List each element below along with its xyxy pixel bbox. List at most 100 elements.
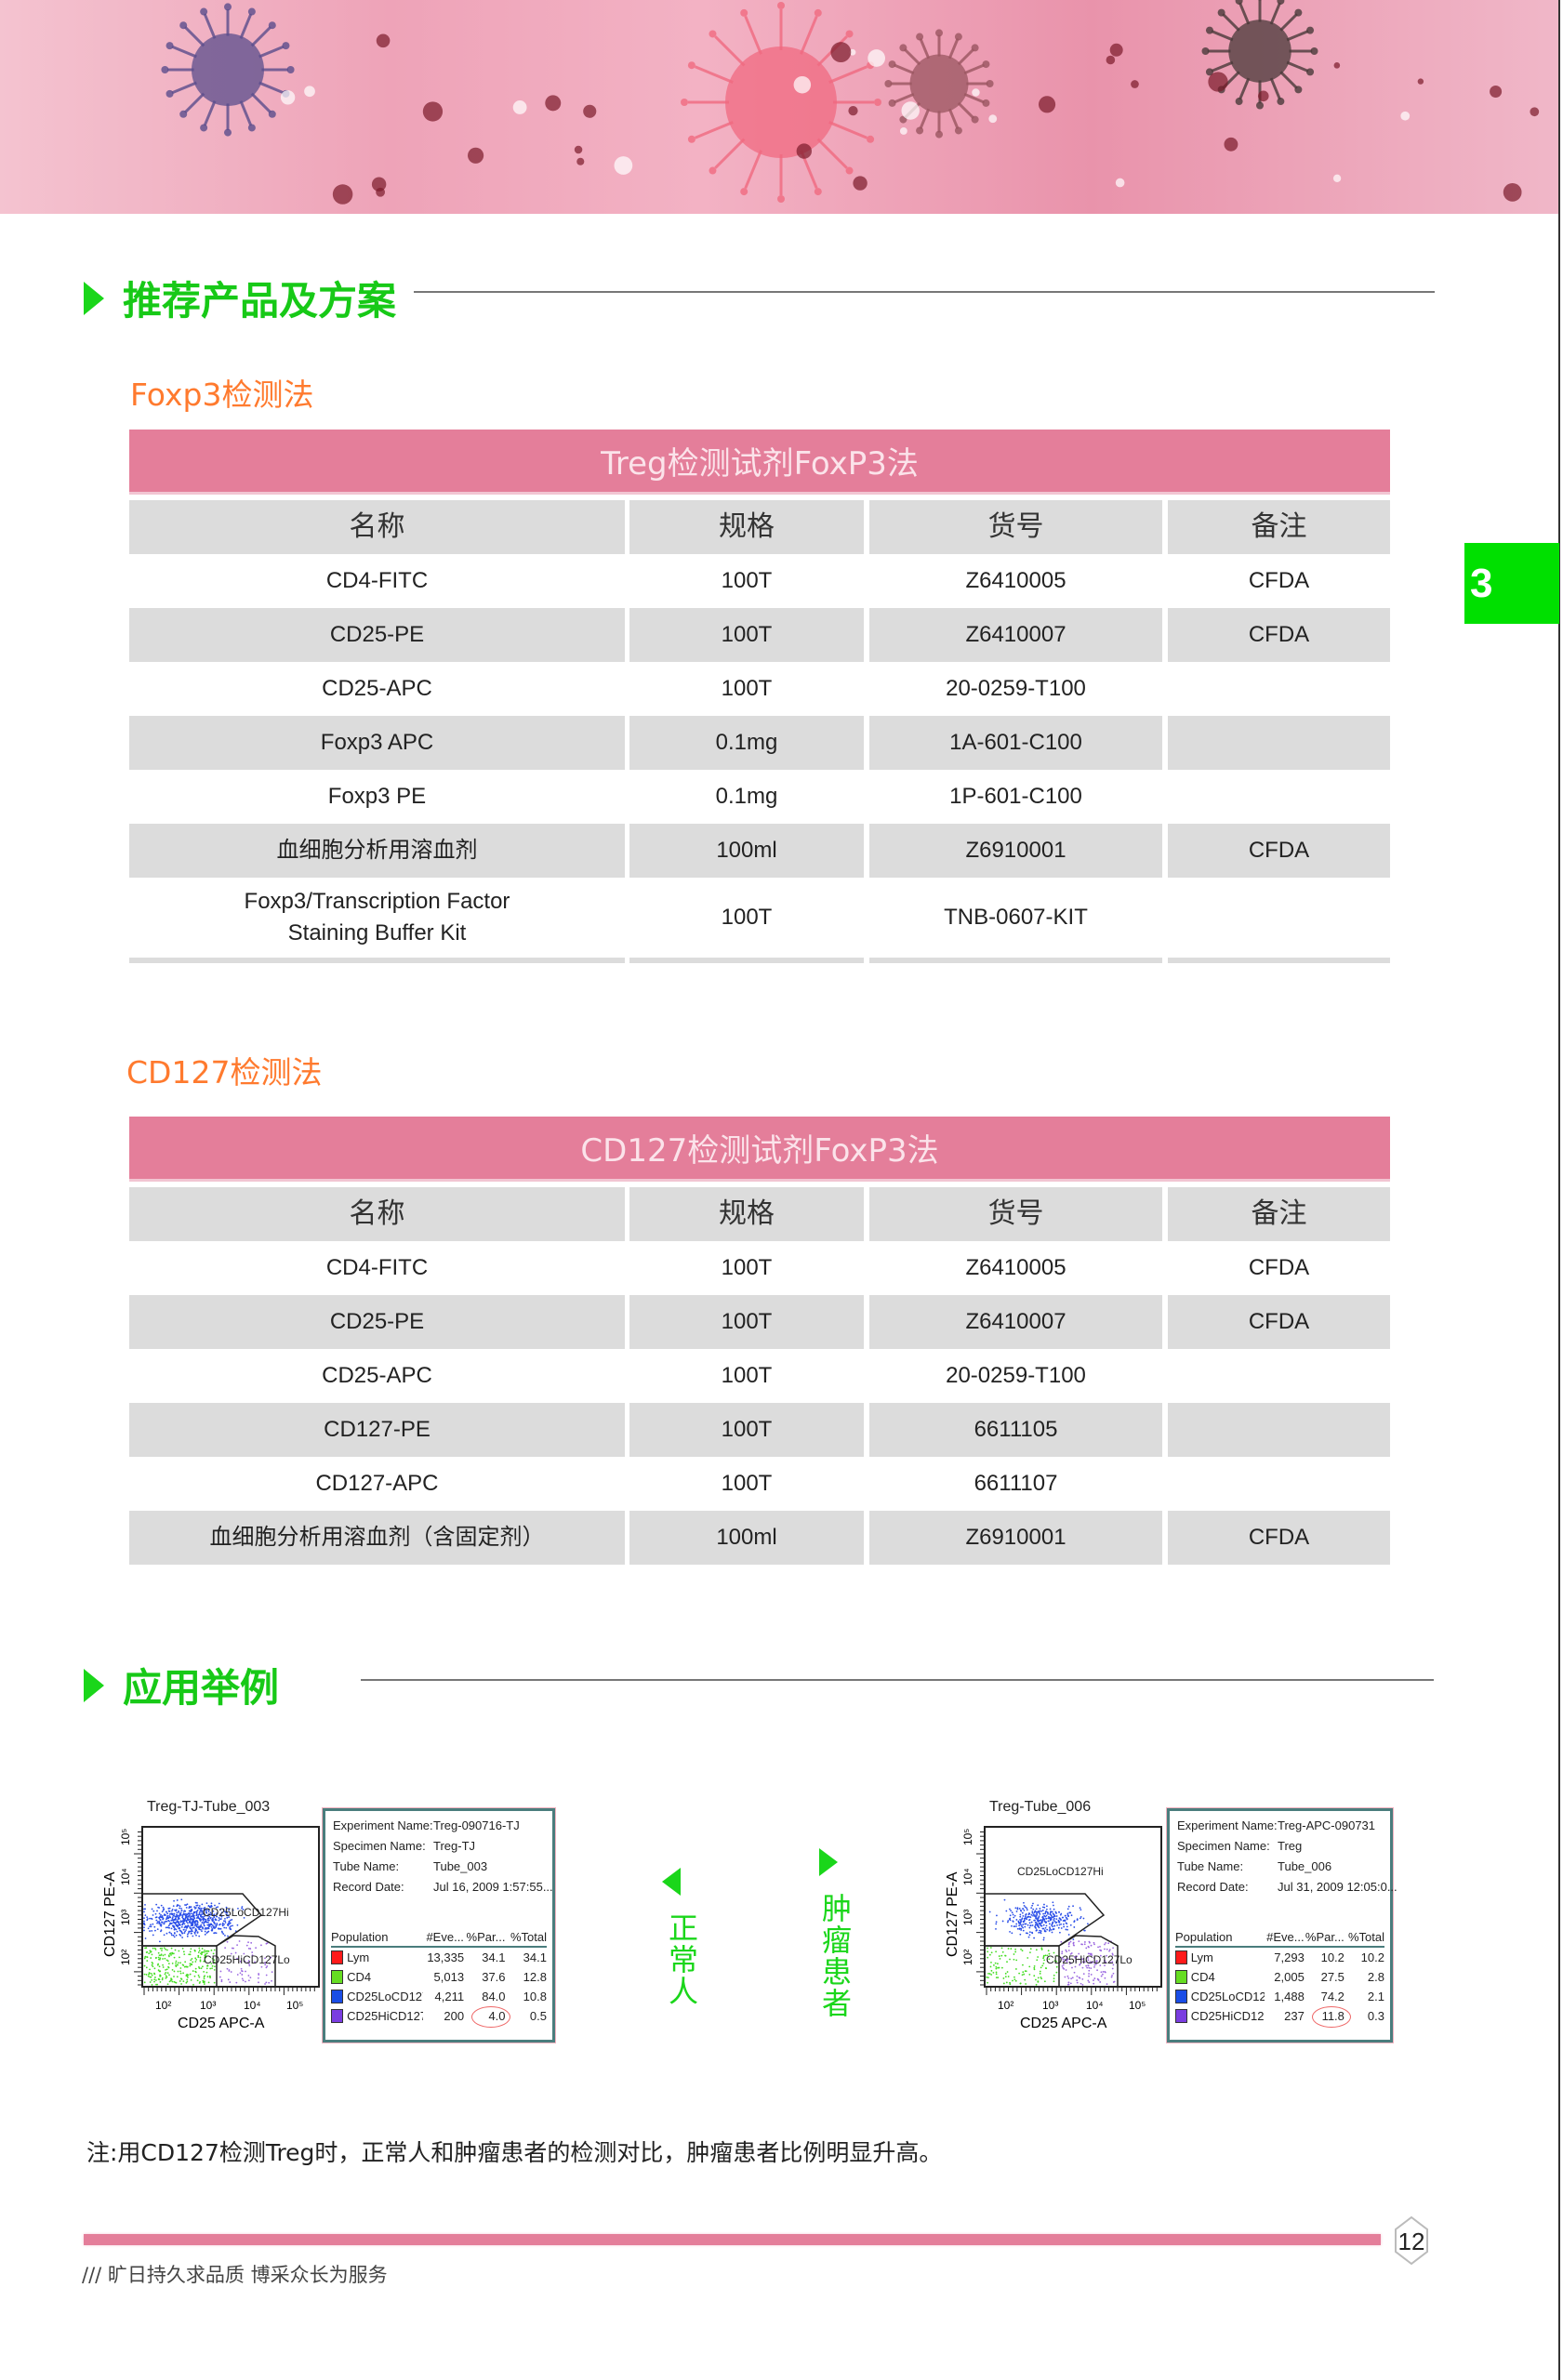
event-dot	[202, 1926, 204, 1929]
event-dot	[1111, 1967, 1114, 1970]
event-dot	[1027, 1915, 1029, 1918]
event-dot	[198, 1928, 201, 1931]
event-dot	[170, 1954, 172, 1956]
particle	[280, 90, 296, 105]
event-dot	[1032, 1908, 1035, 1911]
event-dot	[178, 1927, 180, 1930]
event-dot	[225, 1926, 228, 1929]
event-dot	[1054, 1911, 1057, 1914]
event-dot	[1087, 1952, 1090, 1955]
event-dot	[158, 1940, 161, 1943]
event-dot	[183, 1953, 186, 1956]
table-cell: CFDA	[1168, 608, 1390, 662]
event-dot	[1080, 1909, 1082, 1911]
event-dot	[143, 1920, 145, 1923]
event-dot	[188, 1918, 190, 1921]
population-value: 0.5	[529, 2009, 547, 2023]
population-value: 1,488	[1274, 1990, 1305, 2003]
event-dot	[1040, 1930, 1042, 1932]
event-dot	[155, 1916, 158, 1919]
event-dot	[193, 1906, 196, 1909]
event-dot	[997, 1966, 1000, 1969]
event-dot	[1061, 1950, 1064, 1953]
event-dot	[212, 1952, 215, 1955]
event-dot	[149, 1950, 152, 1952]
page-number-badge: 12	[1395, 2216, 1428, 2265]
event-dot	[1044, 1912, 1046, 1915]
info-row: Record Date: Jul 31, 2009 12:05:0...	[1177, 1880, 1397, 1894]
event-dot	[1097, 1946, 1099, 1949]
particle	[1109, 43, 1123, 57]
event-dot	[237, 1907, 239, 1910]
event-dot	[1035, 1917, 1038, 1920]
event-dot	[1048, 1920, 1050, 1923]
event-dot	[986, 1976, 988, 1978]
event-dot	[166, 1917, 168, 1920]
event-dot	[1053, 1920, 1056, 1923]
event-dot	[239, 1972, 242, 1975]
event-dot	[219, 1909, 221, 1911]
table-cell: 100T	[721, 905, 773, 930]
event-dot	[201, 1911, 204, 1913]
event-dot	[188, 1910, 191, 1912]
event-dot	[1099, 1954, 1102, 1957]
event-dot	[144, 1937, 147, 1939]
event-dot	[266, 1942, 269, 1944]
table-cell: 100T	[721, 1363, 773, 1388]
event-dot	[1040, 1924, 1043, 1927]
event-dot	[187, 1922, 189, 1924]
event-dot	[1055, 1918, 1058, 1920]
virus-illustration	[161, 0, 1540, 205]
group-label-normal: 正常人	[660, 1868, 703, 2007]
event-dot	[173, 1970, 176, 1973]
population-value: 237	[1284, 2009, 1305, 2023]
event-dot	[249, 1948, 252, 1950]
population-value: 74.2	[1320, 1990, 1344, 2003]
event-dot	[227, 1913, 229, 1916]
info-label: Specimen Name:	[1177, 1839, 1270, 1853]
event-dot	[149, 1925, 151, 1928]
event-dot	[1090, 1953, 1092, 1956]
event-dot	[1043, 1903, 1045, 1906]
event-dot	[151, 1930, 153, 1932]
event-dot	[225, 1906, 228, 1909]
event-dot	[185, 1981, 188, 1984]
particle	[853, 176, 868, 191]
event-dot	[196, 1923, 198, 1925]
table-cell: Foxp3 APC	[129, 716, 625, 770]
event-dot	[1031, 1924, 1034, 1926]
event-dot	[192, 1970, 194, 1972]
event-dot	[200, 1952, 202, 1955]
event-dot	[207, 1925, 210, 1927]
event-dot	[202, 1981, 205, 1984]
event-dot	[204, 1930, 206, 1933]
event-dot	[209, 1967, 212, 1970]
event-dot	[197, 1915, 199, 1918]
event-dot	[186, 1933, 189, 1936]
event-dot	[193, 1911, 195, 1914]
event-dot	[255, 1947, 258, 1950]
experiment-info-panel: Experiment Name: Treg-090716-TJ Specimen N…	[322, 1807, 556, 2043]
event-dot	[197, 1951, 200, 1953]
event-dot	[1009, 1983, 1012, 1986]
event-dot	[213, 1913, 215, 1916]
event-dot	[216, 1915, 218, 1918]
event-dot	[1091, 1954, 1093, 1957]
event-dot	[995, 1923, 998, 1925]
event-dot	[186, 1980, 189, 1983]
event-dot	[161, 1947, 164, 1950]
event-dot	[206, 1919, 209, 1922]
event-dot	[1043, 1906, 1046, 1909]
event-dot	[1071, 1977, 1074, 1979]
event-dot	[177, 1970, 179, 1973]
event-dot	[222, 1933, 225, 1936]
event-dot	[1000, 1947, 1003, 1950]
table-bottom-strip	[129, 958, 1390, 963]
event-dot	[225, 1911, 228, 1914]
event-dot	[1067, 1943, 1070, 1946]
event-dot	[213, 1949, 216, 1951]
table-cell: 100T	[629, 1295, 864, 1349]
event-dot	[168, 1931, 171, 1934]
event-dot	[149, 1917, 151, 1920]
event-dot	[162, 1958, 164, 1960]
